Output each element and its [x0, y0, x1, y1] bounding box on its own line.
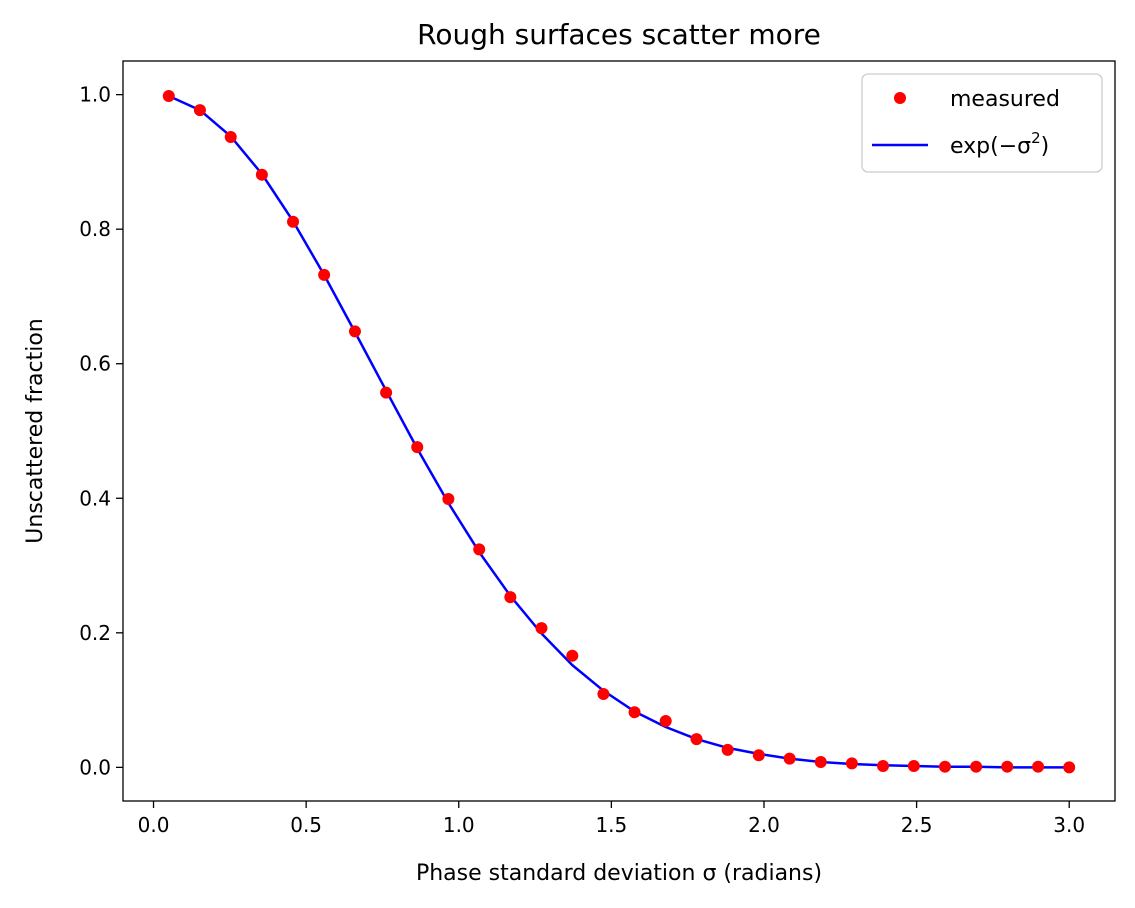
plot-area-frame	[122, 60, 1116, 802]
measured-point	[348, 325, 361, 338]
measured-point	[535, 622, 548, 635]
y-axis-label: Unscattered fraction	[23, 318, 48, 543]
measured-markers-series	[162, 89, 1076, 774]
legend-label-fit: exp(−σ2)	[950, 129, 1049, 159]
measured-point	[255, 168, 268, 181]
x-tick-label: 1.0	[443, 813, 475, 837]
measured-point	[659, 714, 672, 727]
x-tick-label: 0.5	[290, 813, 322, 837]
y-tick-label: 0.8	[79, 217, 111, 241]
y-tick-label: 0.6	[79, 352, 111, 376]
measured-point	[845, 757, 858, 770]
measured-point	[442, 492, 455, 505]
measured-point	[814, 755, 827, 768]
chart-title: Rough surfaces scatter more	[417, 18, 821, 51]
measured-point	[970, 760, 983, 773]
measured-point	[162, 89, 175, 102]
measured-point	[473, 543, 486, 556]
legend-label-fit-prefix: exp(−σ	[950, 134, 1031, 159]
legend-label-fit-suffix: )	[1041, 134, 1050, 159]
y-tick-label: 0.2	[79, 621, 111, 645]
measured-point	[907, 760, 920, 773]
y-tick-label: 0.0	[79, 755, 111, 779]
legend-label-fit-superscript: 2	[1031, 129, 1041, 147]
x-tick-label: 3.0	[1053, 813, 1085, 837]
x-axis-label: Phase standard deviation σ (radians)	[416, 861, 822, 886]
measured-point	[597, 688, 610, 701]
y-axis-ticks: 0.0 0.2 0.4 0.6 0.8 1.0	[79, 83, 123, 779]
measured-point	[783, 752, 796, 765]
measured-point	[1001, 760, 1014, 773]
measured-point	[628, 706, 641, 719]
x-tick-label: 2.0	[748, 813, 780, 837]
measured-point	[1032, 760, 1045, 773]
y-tick-label: 1.0	[79, 83, 111, 107]
legend-label-measured: measured	[950, 87, 1060, 112]
measured-point	[938, 760, 951, 773]
x-tick-label: 1.5	[595, 813, 627, 837]
measured-point	[752, 749, 765, 762]
measured-point	[566, 649, 579, 662]
measured-point	[193, 104, 206, 117]
measured-point	[690, 733, 703, 746]
legend: measured exp(−σ2)	[861, 73, 1103, 173]
measured-point	[224, 131, 237, 144]
legend-marker-measured	[894, 92, 906, 104]
y-tick-label: 0.4	[79, 486, 111, 510]
measured-point	[504, 591, 517, 604]
measured-point	[411, 441, 424, 454]
measured-point	[877, 760, 890, 773]
measured-point	[721, 743, 734, 756]
measured-point	[318, 268, 331, 281]
measured-point	[380, 386, 393, 399]
x-tick-label: 2.5	[901, 813, 933, 837]
legend-box	[861, 73, 1103, 173]
measured-point	[1063, 761, 1076, 774]
measured-point	[287, 215, 300, 228]
x-axis-ticks: 0.0 0.5 1.0 1.5 2.0 2.5 3.0	[138, 801, 1085, 837]
x-tick-label: 0.0	[138, 813, 170, 837]
